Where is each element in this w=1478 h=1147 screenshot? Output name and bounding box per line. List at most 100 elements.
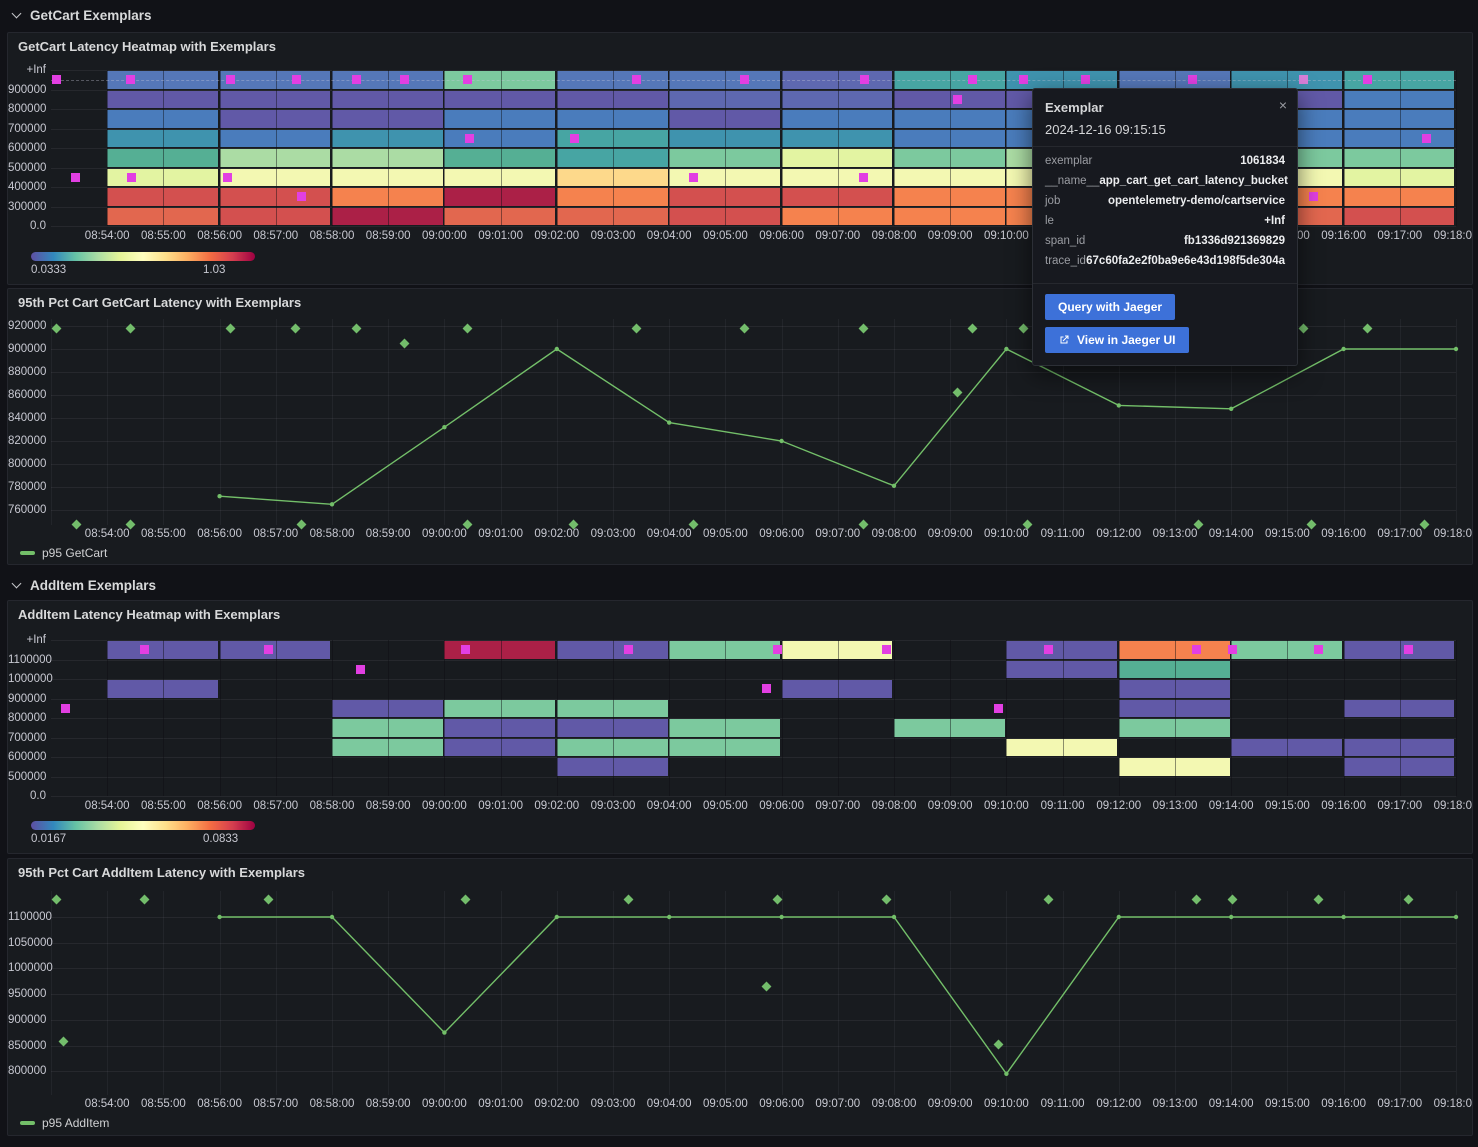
panel-title[interactable]: 95th Pct Cart GetCart Latency with Exemp… [18,295,302,310]
exemplar-marker[interactable] [762,684,772,694]
panel-title[interactable]: AddItem Latency Heatmap with Exemplars [18,607,281,622]
exemplar-marker[interactable] [1192,645,1202,655]
exemplar-marker[interactable] [1018,75,1028,85]
exemplar-marker[interactable] [689,172,699,182]
exemplar-marker[interactable] [60,703,70,713]
section-title: GetCart Exemplars [30,7,152,23]
exemplar-marker[interactable] [773,645,783,655]
exemplar-marker[interactable] [226,75,236,85]
gridline-h [51,441,1456,442]
x-axis-label: 09:09:00 [927,528,973,540]
exemplar-marker[interactable] [968,75,978,85]
exemplar-marker[interactable] [994,703,1004,713]
heatmap-cell [444,738,556,756]
y-axis-label: 800000 [8,103,47,115]
gridline-v [219,891,221,1095]
section-header-getcart[interactable]: GetCart Exemplars [0,1,1478,29]
query-with-jaeger-button[interactable]: Query with Jaeger [1045,294,1176,320]
gridline-v [613,319,614,525]
exemplar-marker[interactable] [859,75,869,85]
gridline-v [1231,891,1233,1095]
y-axis-label: 950000 [8,988,47,1001]
exemplar-marker[interactable] [1309,192,1319,202]
exemplar-marker[interactable] [1044,645,1054,655]
heatmap-cell [894,168,1005,186]
exemplar-marker[interactable] [461,645,471,655]
exemplar-marker[interactable] [570,133,580,143]
gridline-v [950,640,952,796]
x-axis-label: 09:02:00 [534,1098,580,1110]
exemplar-marker[interactable] [222,172,232,182]
x-axis-label: 08:59:00 [365,230,411,242]
exemplar-marker[interactable] [631,75,641,85]
exemplar-marker[interactable] [140,645,150,655]
exemplar-marker[interactable] [1313,645,1323,655]
exemplar-marker[interactable] [1080,75,1090,85]
gridline-v [725,319,727,525]
heatmap-cell [1118,660,1230,678]
heatmap-cell [1343,207,1455,225]
gridline-v [613,640,614,796]
gridline-v [332,70,333,226]
exemplar-marker[interactable] [1227,645,1237,655]
exemplar-marker[interactable] [465,133,475,143]
gridline-h [51,679,1456,680]
exemplar-marker[interactable] [399,75,409,85]
tooltip-field-value: 1061834 [1240,155,1285,167]
exemplar-marker[interactable] [291,75,301,85]
heatmap-cell [107,641,219,659]
view-in-jaeger-button[interactable]: View in Jaeger UI [1045,327,1189,353]
exemplar-marker[interactable] [624,645,634,655]
legend-item[interactable]: p95 GetCart [20,546,107,560]
exemplar-marker[interactable] [127,172,137,182]
heatmap-cell [781,188,893,206]
heatmap-cell [107,90,219,108]
divider [1033,146,1297,147]
x-axis-label: 09:18:00 [1433,528,1472,540]
section-header-additem[interactable]: AddItem Exemplars [0,571,1478,599]
gridline-v [107,70,109,226]
gridline-h [51,418,1456,419]
exemplar-marker[interactable] [1188,75,1198,85]
exemplar-marker[interactable] [70,172,80,182]
x-axis-label: 09:05:00 [703,1098,748,1110]
exemplar-marker[interactable] [52,75,62,85]
external-link-icon [1060,335,1069,344]
exemplar-marker[interactable] [1363,75,1373,85]
heatmap-cell [1231,738,1343,756]
exemplar-marker[interactable] [351,75,361,85]
exemplar-marker[interactable] [126,75,136,85]
y-axis-label: 900000 [8,1013,47,1026]
gridline-h [51,372,1456,373]
exemplar-marker[interactable] [882,645,891,655]
exemplar-marker[interactable] [858,172,868,182]
exemplar-marker[interactable] [1298,75,1308,85]
gridline-h [51,776,1456,778]
heatmap-cell [1118,758,1230,776]
exemplar-marker[interactable] [1422,133,1432,143]
gridline-h [51,487,1456,488]
exemplar-marker[interactable] [739,75,749,85]
exemplar-marker[interactable] [953,94,963,104]
exemplar-marker[interactable] [355,664,365,674]
x-axis-label: 09:07:00 [815,800,861,812]
gridline-v [107,891,109,1095]
tooltip-field-value: app_cart_get_cart_latency_bucket [1099,175,1288,187]
close-icon[interactable]: × [1278,97,1287,113]
heatmap-cell [332,719,443,737]
gridline-v [1399,640,1401,796]
heatmap-cell [219,207,331,225]
exemplar-marker[interactable] [296,192,306,202]
heatmap-cell [669,641,781,659]
panel-title[interactable]: GetCart Latency Heatmap with Exemplars [18,39,276,54]
y-axis-label: 850000 [8,1039,47,1052]
exemplar-marker[interactable] [1403,645,1413,655]
panel-title[interactable]: 95th Pct Cart AddItem Latency with Exemp… [18,865,306,880]
exemplar-marker[interactable] [463,75,473,85]
tooltip-field-value: fb1336d921369829 [1183,235,1285,247]
legend-item[interactable]: p95 AddItem [20,1116,109,1130]
gridline-v [332,891,333,1095]
gridline-h [51,187,1456,188]
x-axis-label: 08:58:00 [309,1098,355,1110]
exemplar-marker[interactable] [263,645,273,655]
